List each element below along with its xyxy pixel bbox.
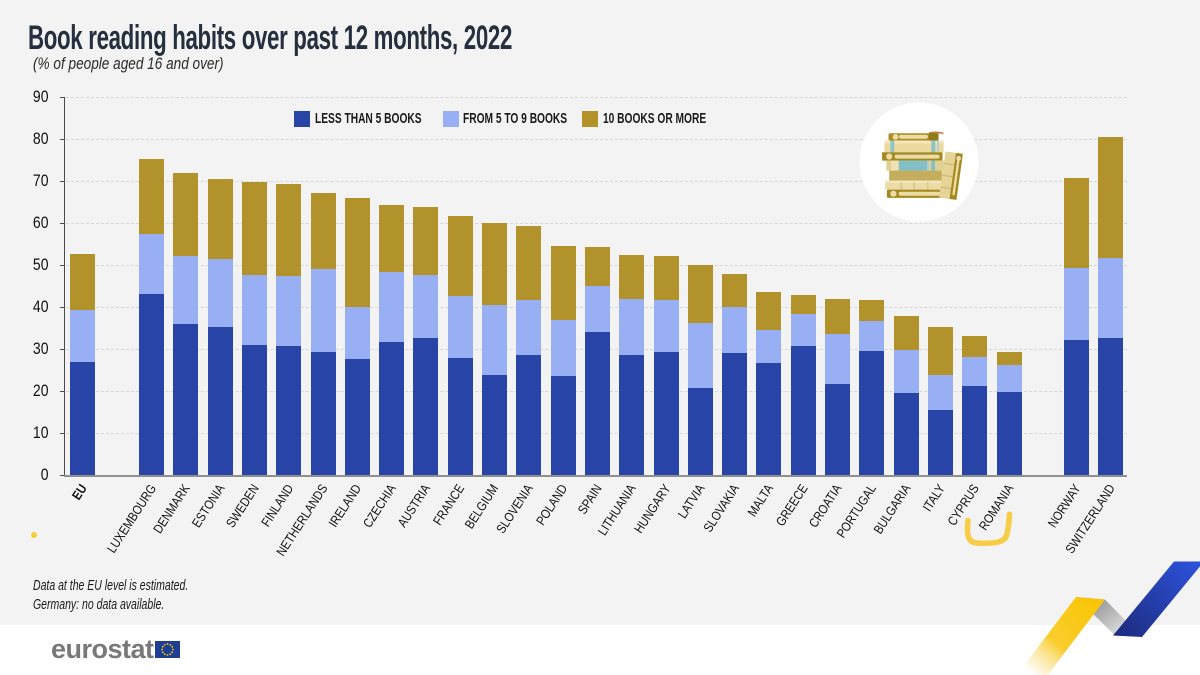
svg-text:eurostat: eurostat	[51, 634, 154, 664]
